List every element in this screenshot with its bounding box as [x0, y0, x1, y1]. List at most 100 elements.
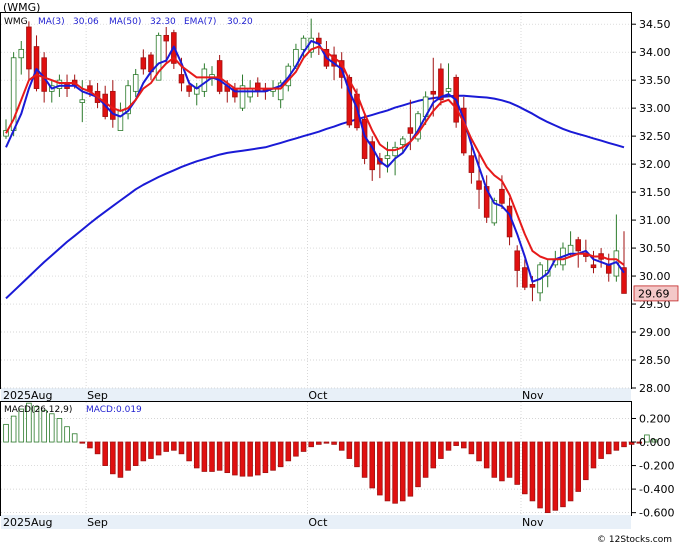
macd-bar-negative — [209, 441, 215, 472]
macd-bar-negative — [285, 441, 292, 462]
macd-bar-negative — [422, 441, 429, 478]
macd-bar-negative — [94, 441, 101, 455]
ma3-line — [5, 40, 625, 283]
candle-up — [567, 244, 574, 255]
macd-bar-positive — [3, 423, 9, 443]
candle-down — [438, 68, 444, 101]
macd-bar-negative — [331, 441, 337, 445]
macd-bar-negative — [125, 441, 131, 471]
macd-bar-negative — [178, 441, 185, 455]
x-period-label: Sep — [87, 516, 108, 529]
macd-bar-negative — [377, 441, 383, 496]
macd-bar-negative — [87, 441, 93, 449]
candle-up — [79, 99, 86, 103]
x-period-label: 2025Aug — [3, 516, 52, 529]
macd-bar-negative — [300, 441, 307, 452]
candle-down — [140, 57, 147, 70]
macd-bar-negative — [392, 441, 398, 504]
watermark: © 12Stocks.com — [597, 535, 672, 545]
candle-up — [300, 37, 307, 50]
price-tick-label: 29.00 — [639, 326, 671, 339]
macd-bar-negative — [201, 441, 208, 472]
price-xaxis-band — [1, 388, 631, 402]
macd-bar-negative — [529, 441, 536, 502]
macd-bar-negative — [544, 441, 551, 514]
candle-down — [255, 82, 261, 92]
macd-bar-negative — [224, 441, 231, 474]
price-tick-label: 32.00 — [639, 158, 671, 171]
price-tick-label: 34.00 — [639, 46, 671, 59]
legend-ma50-value: 32.30 — [150, 17, 176, 27]
macd-bar-positive — [651, 439, 658, 443]
macd-bar-negative — [552, 441, 559, 511]
macd-bar-negative — [483, 441, 490, 469]
price-tick-label: 30.50 — [639, 242, 671, 255]
candle-down — [216, 60, 223, 92]
candle-down — [575, 239, 581, 252]
price-tick-label: 33.00 — [639, 102, 671, 115]
macd-bar-negative — [560, 441, 566, 508]
candle-down — [186, 85, 192, 92]
x-period-label: Nov — [522, 516, 544, 529]
price-tick-label: 31.50 — [639, 186, 671, 199]
candle-down — [178, 74, 185, 84]
x-period-label: Sep — [87, 389, 108, 402]
macd-bar-negative — [308, 441, 314, 448]
candle-down — [529, 284, 536, 288]
macd-bar-negative — [598, 441, 604, 459]
macd-bar-negative — [186, 441, 192, 462]
legend-ma50-label: MA(50) — [109, 17, 141, 27]
macd-bar-negative — [171, 441, 177, 451]
macd-bar-positive — [10, 415, 17, 443]
price-legend: WMG MA(3) 30.06 MA(50) 32.30 EMA(7) 30.2… — [4, 17, 253, 27]
macd-tick-label: 0.200 — [639, 412, 671, 425]
price-tick-label: 34.50 — [639, 18, 671, 31]
candle-up — [247, 88, 253, 98]
macd-tick-label: -0.200 — [639, 460, 674, 473]
macd-bar-negative — [239, 441, 246, 477]
macd-bar-negative — [438, 441, 444, 459]
macd-bar-negative — [232, 441, 238, 476]
candle-down — [163, 34, 169, 42]
macd-bar-negative — [102, 441, 108, 466]
macd-bar-negative — [132, 441, 139, 466]
candle-up — [117, 110, 124, 131]
macd-bar-negative — [247, 441, 253, 477]
macd-bar-negative — [499, 441, 505, 482]
price-tick-label: 28.00 — [639, 382, 671, 395]
macd-tick-label: 0.000 — [639, 436, 671, 449]
price-tick-label: 33.50 — [639, 74, 671, 87]
macd-bar-negative — [361, 441, 368, 478]
macd-bar-positive — [64, 426, 70, 443]
candle-up — [445, 88, 452, 92]
macd-bar-negative — [590, 441, 597, 469]
macd-bar-negative — [453, 441, 459, 446]
legend-ma3-value: 30.06 — [73, 17, 99, 27]
macd-bar-negative — [316, 441, 322, 445]
candle-up — [277, 82, 284, 101]
candle-down — [461, 107, 467, 154]
candle-down — [621, 267, 627, 294]
candle-down — [522, 267, 528, 288]
candle-down — [26, 26, 32, 70]
macd-bar-negative — [323, 441, 330, 444]
price-panel — [0, 12, 632, 389]
ema7-line — [5, 45, 625, 266]
price-tick-label: 28.50 — [639, 354, 671, 367]
macd-bar-negative — [407, 441, 414, 497]
macd-bar-negative — [415, 441, 421, 488]
macd-bar-positive — [18, 408, 25, 443]
macd-bar-negative — [575, 441, 581, 492]
macd-bar-negative — [262, 441, 269, 474]
candle-down — [605, 264, 612, 274]
macd-bar-negative — [514, 441, 520, 485]
candle-up — [239, 85, 246, 109]
macd-bar-negative — [567, 441, 574, 502]
candle-down — [499, 188, 505, 204]
macd-bar-positive — [41, 409, 47, 443]
macd-bar-negative — [636, 441, 643, 444]
macd-bar-negative — [384, 441, 391, 502]
macd-legend-value: MACD:0.019 — [86, 405, 142, 415]
macd-bar-negative — [506, 441, 513, 478]
macd-bar-negative — [354, 441, 360, 468]
